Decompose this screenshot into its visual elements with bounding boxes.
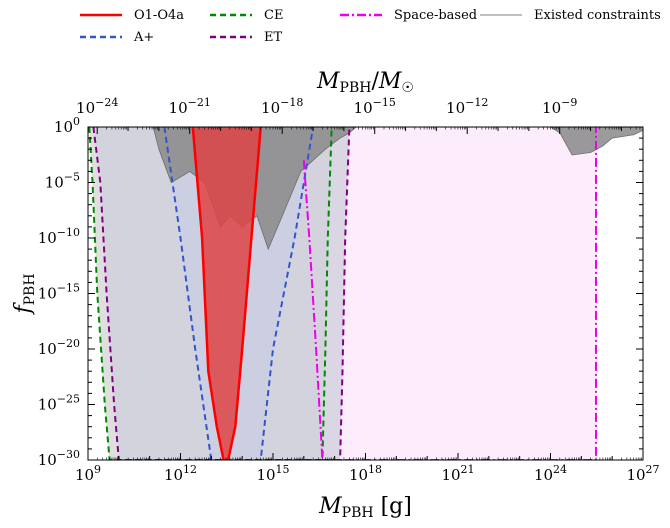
series-line-et xyxy=(92,127,351,460)
x-tick-label: 1015 xyxy=(256,463,289,484)
tick-labels: 109 1012 1015 1018 1021 1024 1027 10−24 10−21 10−… xyxy=(38,96,660,484)
axis-titles: MPBH [g] MPBH/M☉ fPBH xyxy=(11,69,414,521)
legend-label-o1-o4a: O1-O4a xyxy=(134,8,184,23)
top-x-axis-title: MPBH/M☉ xyxy=(316,69,414,96)
y-tick-label: 10−15 xyxy=(38,282,80,303)
top-x-tick-label: 10−15 xyxy=(354,96,396,117)
plot-fills xyxy=(89,127,643,460)
axis-ticks xyxy=(87,126,644,461)
x-tick-label: 1018 xyxy=(349,463,382,484)
legend-label-ce: CE xyxy=(264,8,283,23)
series-line-a xyxy=(163,127,315,460)
x-axis-title: MPBH [g] xyxy=(318,494,412,521)
y-tick-label: 10−5 xyxy=(45,171,80,192)
legend-label-existed-constraints: Existed constraints xyxy=(534,8,661,23)
top-x-tick-label: 10−9 xyxy=(542,96,577,117)
legend-label-space-based: Space-based xyxy=(394,8,477,23)
legend-label-et: ET xyxy=(264,30,282,45)
top-x-tick-label: 10−24 xyxy=(76,96,118,117)
top-x-tick-label: 10−18 xyxy=(261,96,303,117)
plot-lines xyxy=(88,127,597,460)
y-tick-label: 10−30 xyxy=(38,448,80,469)
series-line-space-based xyxy=(302,127,597,460)
legend: O1-O4a A+ CE ET Space-based Existed constrain… xyxy=(80,8,661,45)
top-x-tick-label: 10−12 xyxy=(446,96,488,117)
y-axis-title: fPBH xyxy=(11,273,38,315)
legend-label-a: A+ xyxy=(133,30,154,45)
y-tick-label: 10−25 xyxy=(38,393,80,414)
series-line-o1-o4a xyxy=(191,127,262,460)
y-tick-label: 100 xyxy=(54,115,80,136)
x-tick-label: 109 xyxy=(75,463,101,484)
top-x-tick-label: 10−21 xyxy=(169,96,211,117)
y-tick-label: 10−20 xyxy=(38,337,80,358)
x-tick-label: 1024 xyxy=(534,463,567,484)
y-tick-label: 10−10 xyxy=(38,226,80,247)
series-fill-space-based xyxy=(303,127,596,460)
x-tick-label: 1012 xyxy=(164,463,197,484)
x-tick-label: 1027 xyxy=(626,463,659,484)
x-tick-label: 1021 xyxy=(441,463,474,484)
series-line-ce xyxy=(88,127,333,460)
